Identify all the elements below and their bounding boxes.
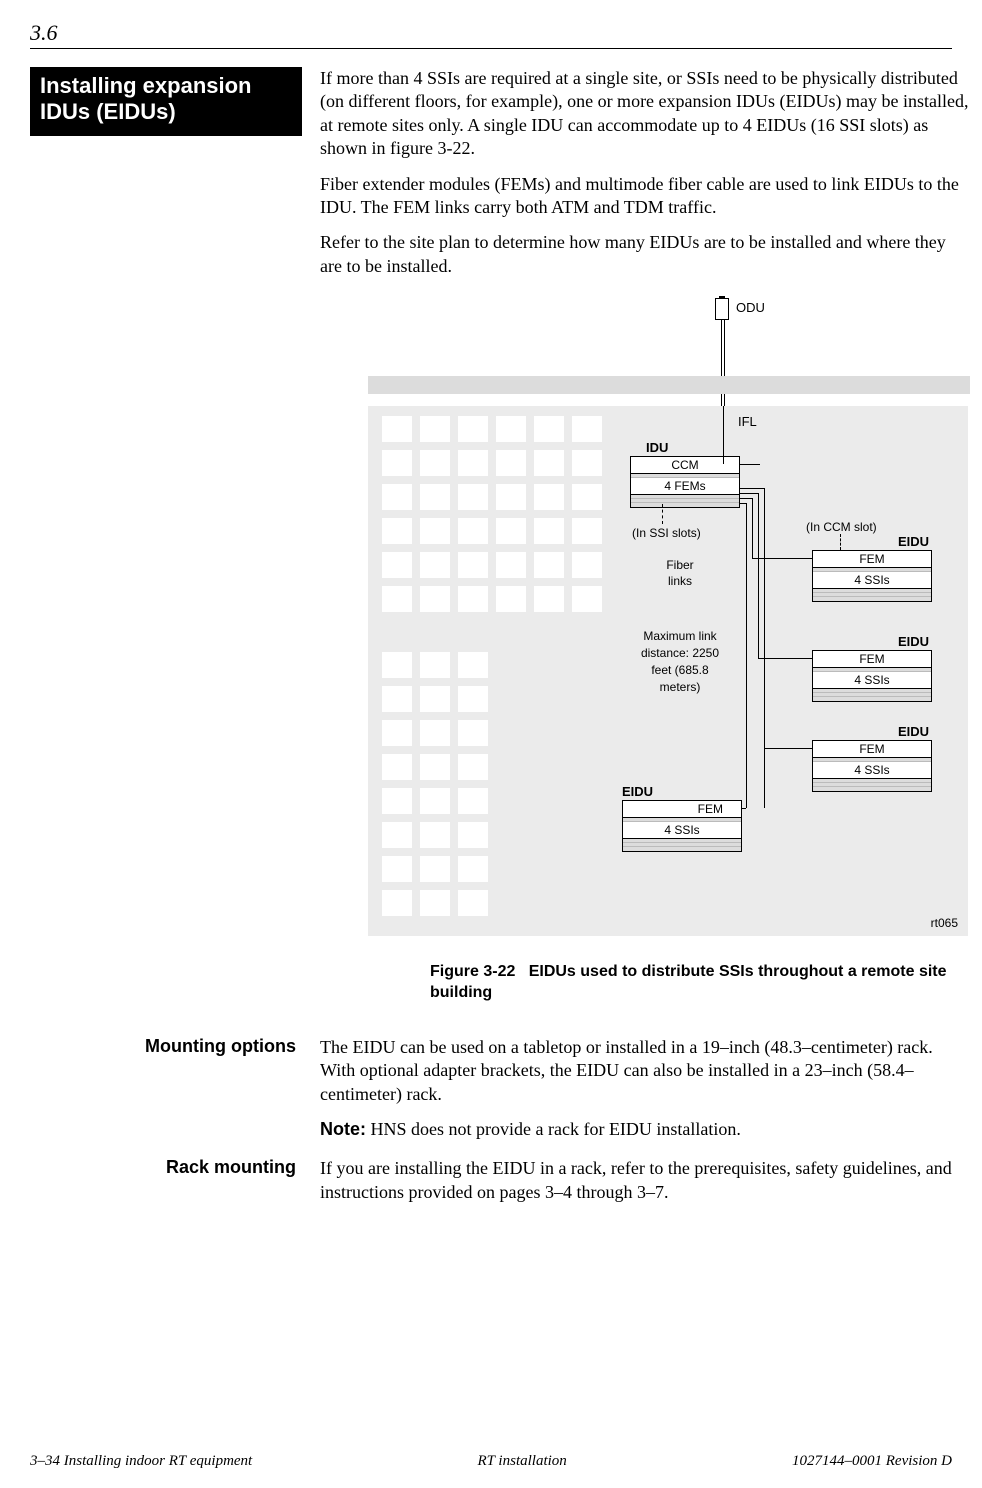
intro-p3: Refer to the site plan to determine how …: [320, 231, 970, 278]
line-ccm-out: [740, 464, 760, 465]
eidu2-ssis: 4 SSIs: [813, 672, 931, 689]
max-dist-label: Maximum link distance: 2250 feet (685.8 …: [640, 628, 720, 695]
line-ifl-down: [723, 406, 724, 464]
odu-label: ODU: [736, 300, 765, 315]
eidu1-fem: FEM: [813, 551, 931, 568]
eidu1-title: EIDU: [898, 534, 929, 549]
eidu1-box: FEM 4 SSIs: [812, 550, 932, 602]
ifl-line2: [724, 320, 725, 412]
in-ccm-note: (In CCM slot): [806, 520, 877, 534]
rack-heading: Rack mounting: [30, 1157, 302, 1178]
intro-row: Installing expansion IDUs (EIDUs) If mor…: [30, 67, 952, 1032]
note-label: Note:: [320, 1119, 366, 1139]
eidu4-fem: FEM: [623, 801, 741, 818]
footer-left: 3–34 Installing indoor RT equipment: [30, 1453, 252, 1470]
mounting-heading: Mounting options: [30, 1036, 302, 1057]
intro-p2: Fiber extender modules (FEMs) and multim…: [320, 173, 970, 220]
footer-center: RT installation: [477, 1453, 566, 1470]
in-ssi-note: (In SSI slots): [632, 526, 701, 540]
mounting-note: Note: HNS does not provide a rack for EI…: [320, 1118, 952, 1141]
eidu4-box: FEM 4 SSIs: [622, 800, 742, 852]
roof-bar: [368, 376, 970, 394]
section-title: Installing expansion IDUs (EIDUs): [30, 67, 302, 136]
odu-icon: [715, 298, 729, 320]
note-text: HNS does not provide a rack for EIDU ins…: [366, 1119, 741, 1139]
building-windows: [382, 416, 602, 924]
rt-code: rt065: [931, 916, 958, 930]
idu-title: IDU: [646, 440, 668, 455]
footer-right: 1027144–0001 Revision D: [792, 1453, 952, 1470]
eidu2-box: FEM 4 SSIs: [812, 650, 932, 702]
eidu4-title: EIDU: [622, 784, 653, 799]
eidu4-ssis: 4 SSIs: [623, 822, 741, 839]
eidu3-box: FEM 4 SSIs: [812, 740, 932, 792]
section-number: 3.6: [30, 20, 952, 49]
idu-fem-slot: 4 FEMs: [631, 478, 739, 495]
figure-num: Figure 3-22: [430, 963, 515, 980]
dash-ssi: [662, 504, 663, 524]
eidu3-title: EIDU: [898, 724, 929, 739]
mounting-row: Mounting options The EIDU can be used on…: [30, 1036, 952, 1154]
fiber-links-label: Fiberlinks: [655, 558, 705, 589]
eidu3-ssis: 4 SSIs: [813, 762, 931, 779]
rack-p1: If you are installing the EIDU in a rack…: [320, 1157, 952, 1204]
rack-row: Rack mounting If you are installing the …: [30, 1157, 952, 1216]
eidu3-fem: FEM: [813, 741, 931, 758]
ifl-label: IFL: [738, 414, 757, 429]
eidu2-fem: FEM: [813, 651, 931, 668]
eidu1-ssis: 4 SSIs: [813, 572, 931, 589]
page-footer: 3–34 Installing indoor RT equipment RT i…: [30, 1453, 952, 1470]
intro-p1: If more than 4 SSIs are required at a si…: [320, 67, 970, 161]
figure-caption: Figure 3-22 EIDUs used to distribute SSI…: [320, 962, 970, 1004]
mounting-p1: The EIDU can be used on a tabletop or in…: [320, 1036, 952, 1106]
figure-diagram: ODU rt065 IFL: [350, 298, 970, 948]
eidu2-title: EIDU: [898, 634, 929, 649]
